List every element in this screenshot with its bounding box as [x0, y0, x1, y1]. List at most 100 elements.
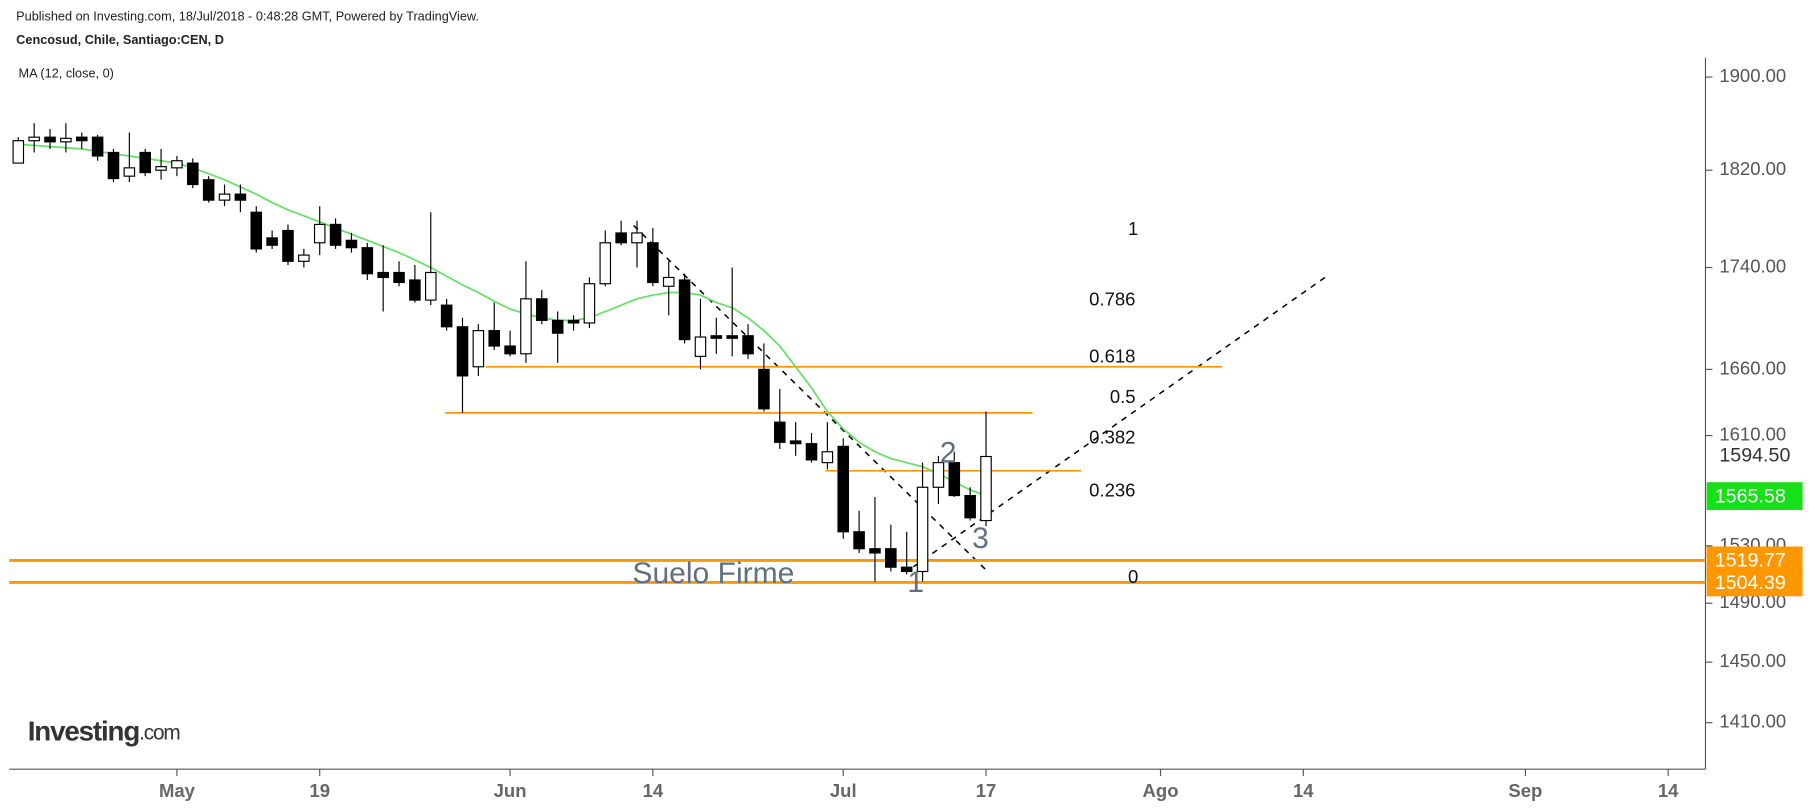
- candle-body: [900, 566, 913, 573]
- y-tick-label: 1660.00: [1719, 357, 1786, 378]
- candle-body: [615, 232, 627, 244]
- candle-body: [250, 211, 263, 250]
- candle-body: [377, 271, 389, 279]
- candle-body: [536, 298, 548, 321]
- candle-body: [329, 223, 342, 246]
- candle-body: [869, 548, 881, 554]
- candle-body: [266, 237, 278, 246]
- candle-body: [313, 223, 326, 244]
- candle-body: [837, 445, 850, 533]
- candle-body: [774, 421, 786, 443]
- candle-body: [694, 336, 707, 357]
- last-close-label: 1594.50: [1719, 445, 1790, 467]
- logo-main: Investing: [28, 716, 140, 747]
- fib-level-label: 0.5: [1110, 386, 1136, 407]
- candle-body: [75, 136, 88, 142]
- x-tick-label: Ago: [1143, 780, 1179, 801]
- annotation: Suelo Firme: [632, 557, 794, 590]
- candle-body: [885, 548, 897, 568]
- fib-level-label: 0: [1128, 566, 1138, 587]
- fib-level-label: 0.382: [1089, 426, 1135, 447]
- y-tick-label: 1610.00: [1719, 423, 1786, 444]
- candle-body: [202, 179, 215, 201]
- candle-body: [393, 271, 405, 284]
- candle-body: [599, 242, 612, 285]
- candle-body: [345, 239, 358, 249]
- x-tick-label: Sep: [1508, 780, 1542, 801]
- candle-body: [821, 451, 834, 464]
- candle-body: [440, 304, 453, 328]
- candle-body: [361, 247, 374, 275]
- ma-price-label: 1565.58: [1715, 485, 1786, 507]
- x-tick-label: 14: [1293, 780, 1314, 801]
- candle-body: [980, 455, 992, 522]
- candle-body: [789, 440, 802, 445]
- y-tick-label: 1740.00: [1719, 255, 1786, 276]
- candle-body: [472, 330, 485, 368]
- candle-body: [805, 443, 818, 461]
- y-tick-label: 1410.00: [1719, 711, 1786, 732]
- candle-body: [916, 486, 929, 573]
- candle-body: [647, 242, 659, 284]
- candle-body: [218, 193, 231, 201]
- candle-body: [187, 162, 199, 186]
- candle-body: [488, 330, 501, 347]
- y-tick-label: 1490.00: [1719, 591, 1786, 612]
- support-price-label: 1504.39: [1715, 572, 1786, 594]
- annotation: 2: [940, 437, 957, 470]
- candle-body: [583, 283, 596, 324]
- moving-average: [18, 143, 987, 497]
- support-price-box: [1706, 568, 1803, 597]
- candle-body: [171, 160, 183, 169]
- candle-body: [853, 531, 865, 550]
- x-tick-label: Jul: [830, 780, 857, 801]
- candle-body: [551, 319, 564, 334]
- candle-body: [44, 136, 56, 143]
- candle-body: [948, 462, 961, 497]
- logo-suffix: .com: [139, 721, 179, 744]
- candle-body: [155, 166, 167, 171]
- candle-body: [107, 151, 120, 180]
- x-tick-label: 19: [309, 780, 330, 801]
- candle-body: [282, 229, 294, 262]
- candle-body: [424, 271, 437, 301]
- candle-body: [409, 279, 421, 301]
- candle-body: [28, 136, 40, 142]
- y-tick-label: 1820.00: [1719, 158, 1786, 179]
- published-note: Published on Investing.com, 18/Jul/2018 …: [16, 9, 479, 24]
- symbol: Cencosud, Chile, Santiago:CEN, D: [16, 32, 224, 47]
- candle-body: [710, 335, 723, 339]
- x-tick-label: 14: [643, 780, 664, 801]
- candle-body: [567, 319, 580, 324]
- candle-body: [60, 137, 72, 143]
- candle-body: [662, 276, 675, 287]
- candle-body: [91, 136, 104, 157]
- fib-level-label: 0.618: [1089, 345, 1135, 366]
- candle-body: [12, 140, 25, 164]
- x-tick-label: May: [159, 780, 196, 801]
- y-tick-label: 1900.00: [1719, 65, 1786, 86]
- trend-line-down: [633, 225, 986, 570]
- fib-level-label: 0.786: [1089, 289, 1135, 310]
- candle-body: [631, 232, 643, 244]
- candle-body: [726, 335, 738, 339]
- candle-body: [932, 462, 945, 488]
- fib-level-label: 0.236: [1089, 479, 1135, 500]
- candle-body: [678, 279, 691, 341]
- candle-body: [298, 254, 310, 262]
- indicator-label: MA (12, close, 0): [19, 65, 114, 80]
- candle-body: [456, 326, 469, 377]
- candle-body: [504, 345, 516, 355]
- x-tick-label: 17: [976, 780, 997, 801]
- candle-body: [758, 368, 770, 410]
- x-tick-label: Jun: [494, 780, 527, 801]
- annotation: 3: [972, 522, 989, 555]
- ma-price-box: [1706, 482, 1803, 511]
- x-tick-label: 14: [1658, 780, 1679, 801]
- candle-body: [234, 193, 247, 201]
- candle-body: [520, 298, 532, 355]
- candle-body: [964, 494, 976, 519]
- candle-body: [123, 167, 136, 177]
- logo: Investing.com: [28, 716, 180, 747]
